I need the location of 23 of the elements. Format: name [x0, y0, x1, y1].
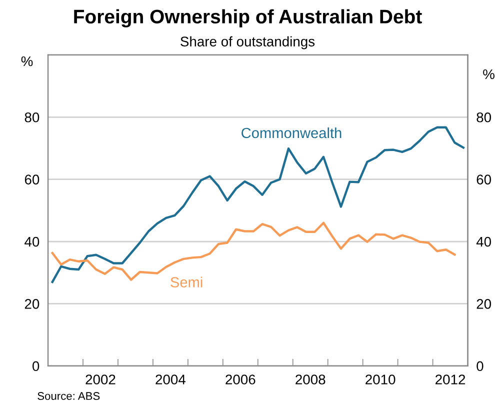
- y-tick-label: 0: [32, 361, 40, 372]
- x-tick-label: 2006: [226, 374, 256, 384]
- y2-tick-label: 20: [476, 299, 492, 309]
- y2-tick-label: 40: [476, 236, 492, 247]
- y-tick-label: 40: [24, 236, 40, 247]
- x-tick-label: 2002: [86, 374, 116, 384]
- x-tick-label: 2012: [436, 374, 466, 384]
- y-tick-label: 80: [24, 112, 40, 122]
- y-tick-label: 20: [24, 299, 40, 309]
- series-label: Semi: [170, 276, 202, 288]
- source-note: Source: ABS: [38, 392, 100, 400]
- y2-tick-label: 0: [476, 361, 484, 372]
- chart-title: Foreign Ownership of Australian Debt: [74, 9, 422, 28]
- y2-axis-title: %: [483, 69, 494, 80]
- series-label: Commonwealth: [242, 127, 342, 138]
- x-tick-label: 2008: [296, 374, 326, 384]
- chart-subtitle: Share of outstandings: [180, 36, 315, 50]
- y2-tick-label: 60: [476, 174, 492, 184]
- x-tick-label: 2004: [156, 374, 186, 384]
- x-tick-label: 2010: [366, 374, 396, 384]
- y2-tick-label: 80: [476, 112, 492, 122]
- y-axis-title: %: [21, 56, 33, 66]
- y-tick-label: 60: [24, 174, 40, 184]
